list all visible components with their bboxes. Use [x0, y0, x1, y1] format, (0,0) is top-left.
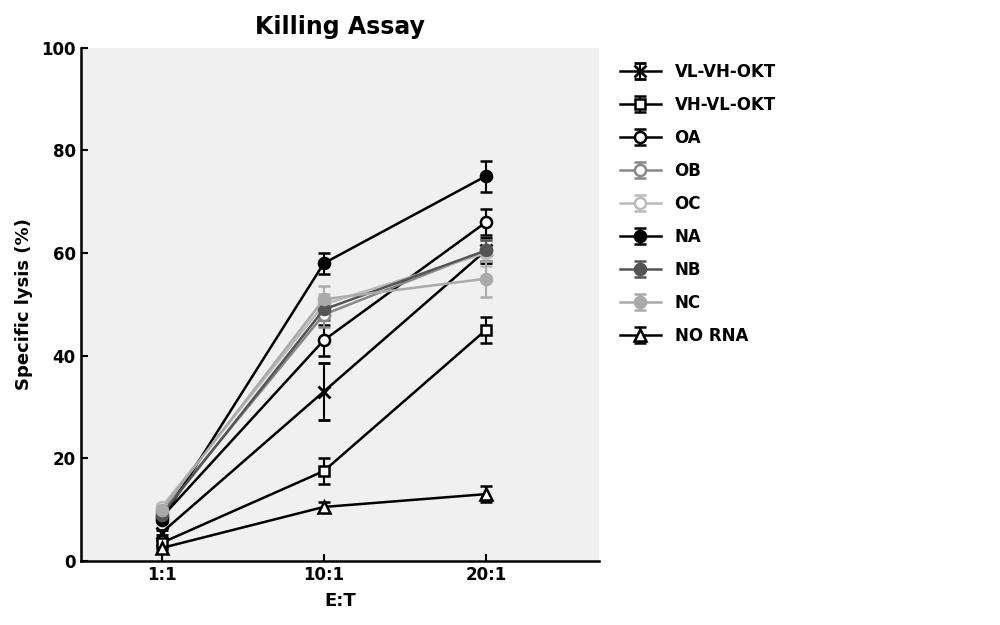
Legend: VL-VH-OKT, VH-VL-OKT, OA, OB, OC, NA, NB, NC, NO RNA: VL-VH-OKT, VH-VL-OKT, OA, OB, OC, NA, NB…	[613, 56, 782, 351]
Y-axis label: Specific lysis (%): Specific lysis (%)	[15, 218, 33, 390]
X-axis label: E:T: E:T	[324, 592, 356, 610]
Title: Killing Assay: Killing Assay	[255, 15, 425, 39]
